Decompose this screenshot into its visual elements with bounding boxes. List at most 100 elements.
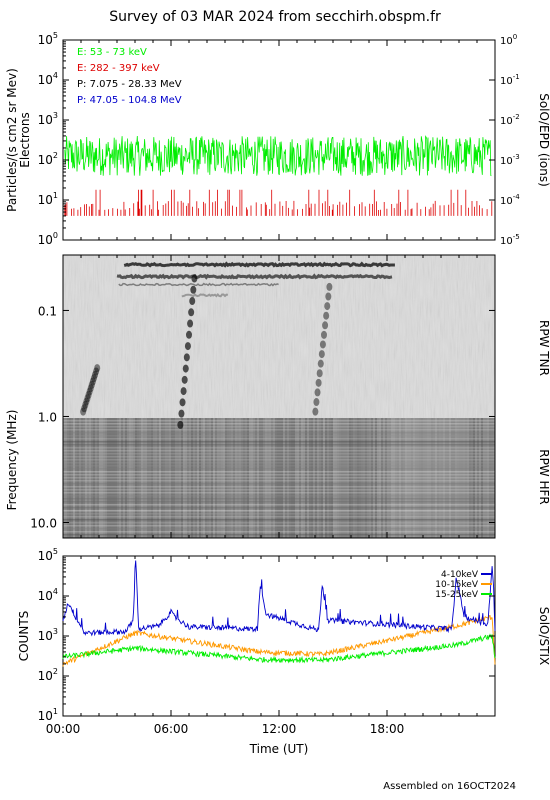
- hfr-column: [429, 418, 431, 538]
- hfr-column: [81, 418, 83, 538]
- hfr-column: [111, 418, 113, 538]
- y-right-tick-label: 10-1: [500, 73, 520, 87]
- hfr-column: [103, 418, 105, 538]
- hfr-column: [439, 418, 441, 538]
- hfr-column: [105, 418, 107, 538]
- hfr-column: [119, 418, 121, 538]
- hfr-column: [493, 418, 495, 538]
- hfr-column: [363, 418, 365, 538]
- hfr-column: [287, 418, 289, 538]
- hfr-column: [423, 418, 425, 538]
- y-tick-label: 102: [38, 667, 58, 683]
- type-iii-burst: [83, 397, 90, 406]
- hfr-column: [477, 418, 479, 538]
- hfr-band: [63, 447, 495, 449]
- hfr-column: [217, 418, 219, 538]
- hfr-column: [373, 418, 375, 538]
- hfr-column: [255, 418, 257, 538]
- hfr-column: [107, 418, 109, 538]
- hfr-column: [121, 418, 123, 538]
- hfr-column: [257, 418, 259, 538]
- type-iii-burst: [316, 369, 323, 378]
- hfr-band: [63, 474, 495, 476]
- type-iii-burst: [85, 390, 92, 399]
- hfr-column: [433, 418, 435, 538]
- hfr-column: [211, 418, 213, 538]
- type-iii-burst: [179, 398, 186, 407]
- hfr-column: [243, 418, 245, 538]
- hfr-column: [345, 418, 347, 538]
- electron-282-397kev-line: [64, 189, 493, 216]
- stix-legend-label: 10-15keV: [435, 580, 479, 590]
- type-iii-burst: [184, 342, 191, 351]
- hfr-column: [193, 418, 195, 538]
- hfr-column: [115, 418, 117, 538]
- frequency-y-label: Frequency (MHz): [5, 410, 19, 511]
- hfr-column: [387, 418, 389, 538]
- hfr-column: [443, 418, 445, 538]
- hfr-band: [63, 513, 495, 515]
- hfr-column: [395, 418, 397, 538]
- y-right-tick-label: 10-5: [500, 233, 520, 247]
- type-iii-burst: [182, 364, 189, 373]
- hfr-column: [271, 418, 273, 538]
- hfr-column: [413, 418, 415, 538]
- hfr-column: [371, 418, 373, 538]
- hfr-column: [437, 418, 439, 538]
- hfr-column: [299, 418, 301, 538]
- hfr-column: [197, 418, 199, 538]
- hfr-column: [317, 418, 319, 538]
- type-iii-burst: [189, 297, 196, 306]
- hfr-column: [469, 418, 471, 538]
- hfr-column: [379, 418, 381, 538]
- hfr-column: [483, 418, 485, 538]
- hfr-band: [63, 468, 495, 470]
- hfr-column: [201, 418, 203, 538]
- particles-frame: [62, 39, 496, 241]
- hfr-column: [69, 418, 71, 538]
- hfr-column: [323, 418, 325, 538]
- hfr-band: [63, 486, 495, 488]
- y-tick-label: 101: [38, 707, 58, 723]
- type-iii-burst: [93, 367, 100, 376]
- type-iii-burst: [89, 377, 96, 386]
- hfr-column: [173, 418, 175, 538]
- hfr-column: [95, 418, 97, 538]
- hfr-column: [349, 418, 351, 538]
- hfr-column: [487, 418, 489, 538]
- hfr-column: [445, 418, 447, 538]
- particles-panel: 100 101 102 103 104 105 10-5 10-4 10-3 10-2 10-1 10…: [5, 31, 550, 247]
- y-tick-label: 104: [38, 71, 58, 87]
- hfr-column: [87, 418, 89, 538]
- freq-tick-label: 1.0: [38, 410, 57, 424]
- radio-emission-band: [123, 261, 395, 268]
- hfr-column: [289, 418, 291, 538]
- hfr-column: [239, 418, 241, 538]
- y-right-tick-label: 10-3: [500, 153, 520, 167]
- hfr-column: [361, 418, 363, 538]
- hfr-column: [79, 418, 81, 538]
- hfr-band: [63, 450, 495, 452]
- hfr-column: [399, 418, 401, 538]
- y-tick-label: 105: [38, 547, 58, 563]
- hfr-column: [277, 418, 279, 538]
- hfr-band: [63, 432, 495, 434]
- hfr-column: [75, 418, 77, 538]
- hfr-band: [63, 477, 495, 479]
- hfr-column: [397, 418, 399, 538]
- hfr-column: [129, 418, 131, 538]
- hfr-column: [113, 418, 115, 538]
- hfr-column: [441, 418, 443, 538]
- hfr-column: [485, 418, 487, 538]
- hfr-column: [189, 418, 191, 538]
- hfr-column: [117, 418, 119, 538]
- hfr-column: [327, 418, 329, 538]
- stix-legend-label: 15-25keV: [435, 590, 479, 600]
- hfr-column: [73, 418, 75, 538]
- hfr-column: [489, 418, 491, 538]
- hfr-band: [63, 516, 495, 518]
- y-tick-label: 103: [38, 111, 58, 127]
- hfr-column: [133, 418, 135, 538]
- hfr-column: [71, 418, 73, 538]
